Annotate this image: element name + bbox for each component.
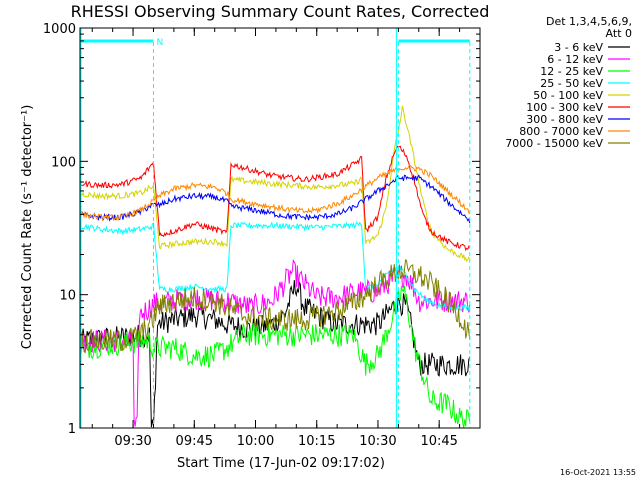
- legend-label-6: 100 - 300 keV: [526, 101, 603, 114]
- legend-label-1: 3 - 6 keV: [554, 41, 603, 54]
- series-line-5: [79, 105, 471, 262]
- x-tick-label-4: 10:15: [298, 434, 335, 449]
- y-axis-label: Corrected Count Rate (s⁻¹ detector⁻¹): [20, 105, 35, 350]
- y-tick-label-3: 100: [51, 155, 76, 170]
- x-tick-label-6: 10:45: [420, 434, 457, 449]
- series-line-2: [79, 258, 471, 427]
- legend-label-2: 6 - 12 keV: [547, 53, 603, 66]
- series-line-6: [79, 145, 471, 252]
- legend-label-3: 12 - 25 keV: [540, 65, 603, 78]
- series-line-3: [79, 285, 471, 429]
- x-tick-label-5: 10:30: [359, 434, 396, 449]
- series-line-4: [79, 221, 471, 312]
- series-line-8: [79, 164, 471, 222]
- legend-header-line-2: Att 0: [606, 27, 632, 40]
- flag-annotation: N: [156, 38, 163, 48]
- series-line-9: [79, 259, 471, 354]
- legend-label-7: 300 - 800 keV: [526, 113, 603, 126]
- axes: 1 10 100 1000 09:30 09:45 10:00 10:15 10:30 10:45: [43, 22, 481, 449]
- legend-label-9: 7000 - 15000 keV: [505, 137, 603, 150]
- legend-label-5: 50 - 100 keV: [533, 89, 603, 102]
- series-line-7: [79, 173, 471, 224]
- legend-label-8: 800 - 7000 keV: [519, 125, 603, 138]
- legend-label-4: 25 - 50 keV: [540, 77, 603, 90]
- x-tick-label-1: 09:30: [114, 434, 151, 449]
- y-tick-label-4: 1000: [43, 22, 76, 37]
- y-tick-label-1: 1: [68, 422, 76, 437]
- plot-area: N: [79, 28, 471, 429]
- legend-header-line-1: Det 1,3,4,5,6,9,: [546, 15, 632, 28]
- x-tick-label-2: 09:45: [176, 434, 213, 449]
- x-axis-label: Start Time (17-Jun-02 09:17:02): [177, 456, 385, 471]
- plot-frame: [79, 27, 481, 429]
- y-tick-label-2: 10: [59, 289, 76, 304]
- x-tick-label-3: 10:00: [237, 434, 274, 449]
- footer-timestamp: 16-Oct-2021 13:55: [560, 468, 636, 477]
- chart-title: RHESSI Observing Summary Count Rates, Co…: [71, 2, 490, 21]
